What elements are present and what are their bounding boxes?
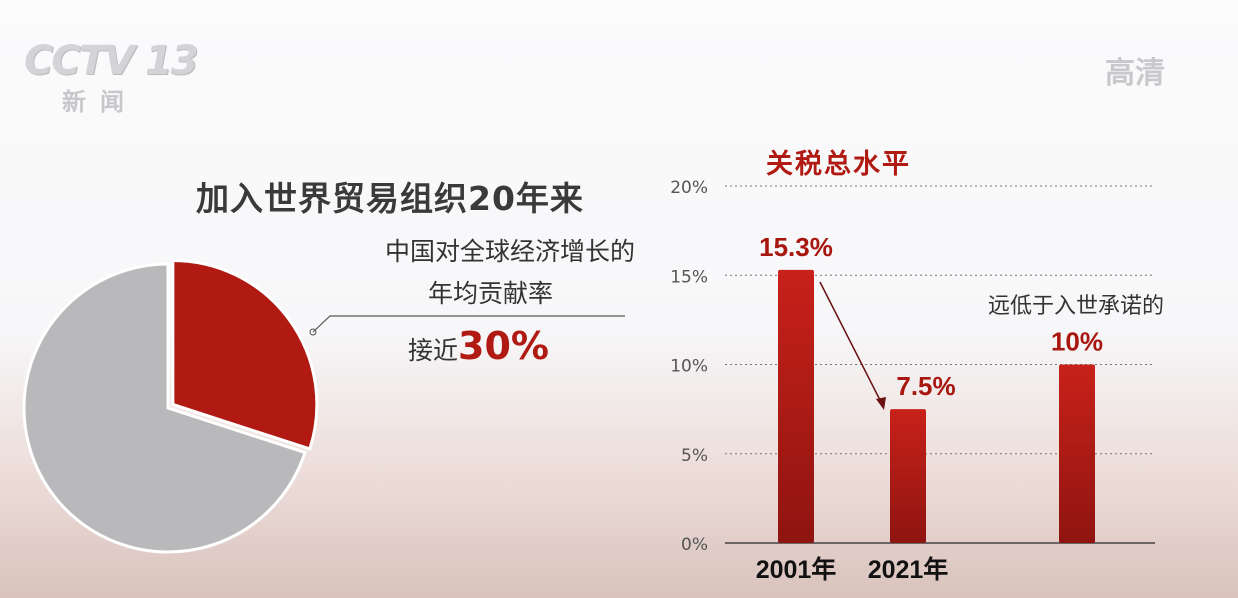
annotation: 远低于入世承诺的	[988, 294, 1164, 319]
bar-2	[1059, 364, 1095, 543]
y-tick-label: 0%	[681, 535, 708, 555]
pie-callout-dot	[309, 328, 317, 336]
pie-slice-1	[22, 262, 307, 554]
subtitle-line1: 中国对全球经济增长的	[384, 237, 635, 266]
chart-title: 关税总水平	[766, 149, 911, 180]
subtitle-line2: 年均贡献率	[427, 279, 553, 308]
data-label: 7.5%	[896, 371, 955, 401]
trend-arrow	[819, 281, 883, 405]
y-tick-label: 20%	[670, 178, 708, 198]
pie-callout-line	[312, 315, 625, 333]
bar-0	[778, 269, 814, 543]
data-label: 10%	[1051, 327, 1103, 357]
approx-label: 接近	[408, 336, 459, 365]
approx-value: 30%	[458, 324, 549, 368]
trend-arrowhead	[876, 397, 886, 410]
pie-slice-0	[171, 258, 319, 451]
logo-channel: 13	[144, 38, 199, 84]
headline: 加入世界贸易组织20年来	[196, 179, 584, 218]
pie-chart	[22, 258, 319, 554]
y-tick-label: 15%	[670, 267, 708, 287]
data-label: 15.3%	[759, 232, 833, 262]
x-tick-label: 2001年	[756, 555, 837, 584]
approx-text: 接近30%	[408, 324, 549, 368]
hd-badge: 高清	[1105, 56, 1165, 91]
cctv-logo: CCTV 13	[24, 38, 199, 84]
y-tick-label: 5%	[681, 446, 708, 466]
y-tick-label: 10%	[670, 357, 708, 377]
logo-sub: 新闻	[62, 88, 138, 116]
bar-chart: 0% 5% 10% 15% 20% 15.3% 2001年 7.5% 2021年 10% 远低于入世…	[670, 178, 1164, 584]
x-tick-label: 2021年	[868, 555, 949, 584]
logo-brand: CCTV	[24, 38, 135, 84]
bar-1	[890, 409, 926, 543]
